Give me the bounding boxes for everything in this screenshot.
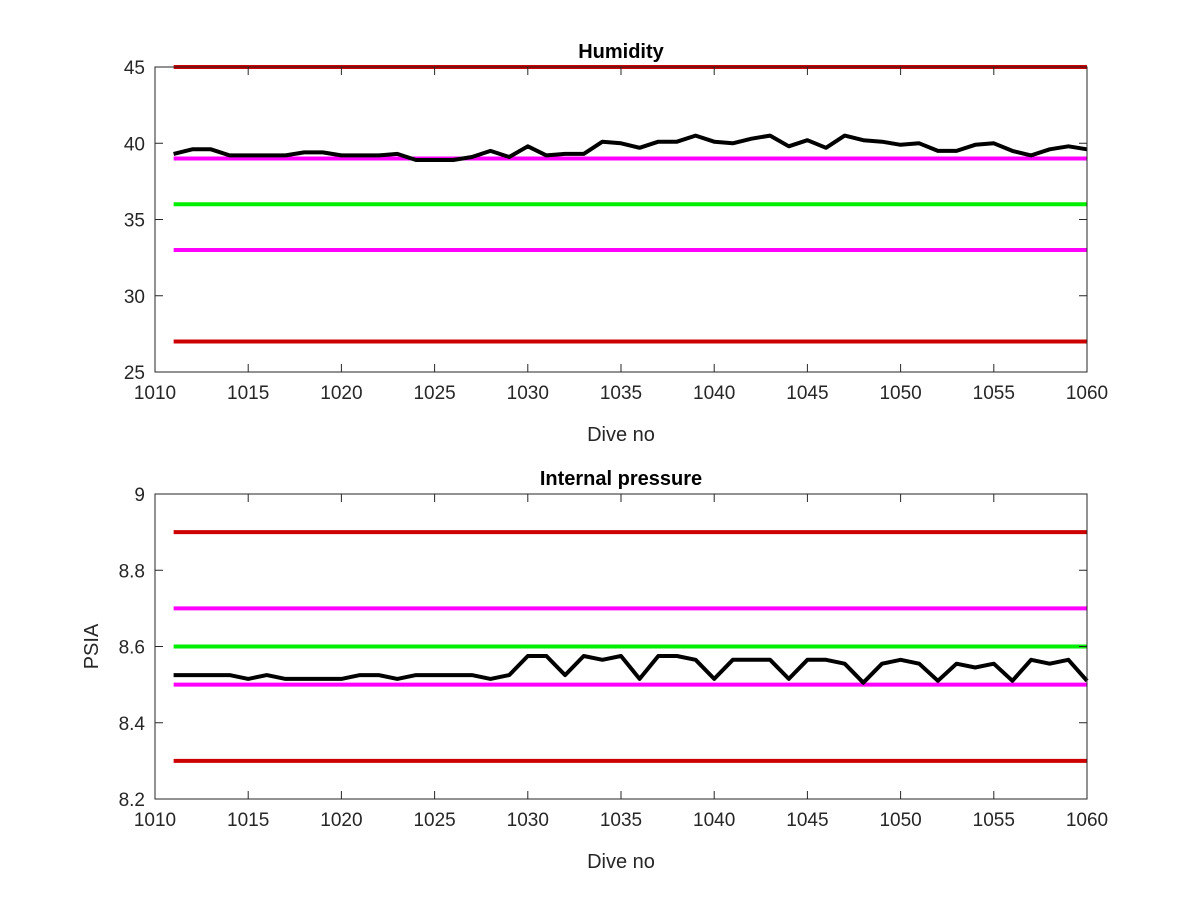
y-tick-label: 30 [124, 287, 145, 308]
x-tick-label: 1040 [693, 383, 735, 404]
x-tick-label: 1020 [320, 383, 362, 404]
axes-box [154, 66, 1088, 373]
y-axis-label: PSIA [81, 623, 103, 669]
x-tick-label: 1045 [786, 810, 828, 831]
x-tick-label: 1015 [227, 383, 269, 404]
x-tick-label: 1010 [134, 810, 176, 831]
x-tick-label: 1050 [879, 810, 921, 831]
x-tick-label: 1035 [600, 383, 642, 404]
x-tick-label: 1060 [1066, 383, 1108, 404]
y-tick-label: 45 [124, 58, 145, 79]
series-line-0 [173, 654, 1089, 685]
x-axis-label: Dive no [587, 851, 655, 873]
x-tick-label: 1015 [227, 810, 269, 831]
x-tick-label: 1025 [413, 383, 455, 404]
x-tick-label: 1040 [693, 810, 735, 831]
x-tick-label: 1035 [600, 810, 642, 831]
y-tick-label: 9 [134, 485, 145, 506]
x-tick-label: 1020 [320, 810, 362, 831]
y-tick-label: 8.4 [119, 714, 146, 735]
x-tick-label: 1060 [1066, 810, 1108, 831]
y-tick-label: 8.8 [119, 561, 145, 582]
y-tick-label: 8.2 [119, 790, 145, 811]
x-tick-label: 1055 [973, 810, 1015, 831]
x-tick-label: 1055 [973, 383, 1015, 404]
y-tick-label: 40 [124, 134, 145, 155]
humidity-plot: 1010 1015 1020 1025 1030 1035 1040 1045 1050 1055… [124, 41, 1108, 446]
chart-title: Humidity [578, 41, 664, 63]
x-tick-label: 1030 [507, 810, 549, 831]
series-line-0 [173, 133, 1088, 162]
y-tick-label: 25 [124, 363, 145, 384]
x-tick-label: 1045 [786, 383, 828, 404]
x-tick-label: 1010 [134, 383, 176, 404]
chart-title: Internal pressure [540, 468, 702, 490]
y-tick-label: 35 [124, 211, 145, 232]
x-axis-label: Dive no [587, 424, 655, 446]
x-tick-label: 1025 [413, 810, 455, 831]
y-tick-label: 8.6 [119, 638, 145, 659]
internal-pressure-plot: 1010 1015 1020 1025 1030 1035 1040 1045 1050 1055… [81, 468, 1108, 873]
x-tick-label: 1050 [879, 383, 921, 404]
x-tick-label: 1030 [507, 383, 549, 404]
